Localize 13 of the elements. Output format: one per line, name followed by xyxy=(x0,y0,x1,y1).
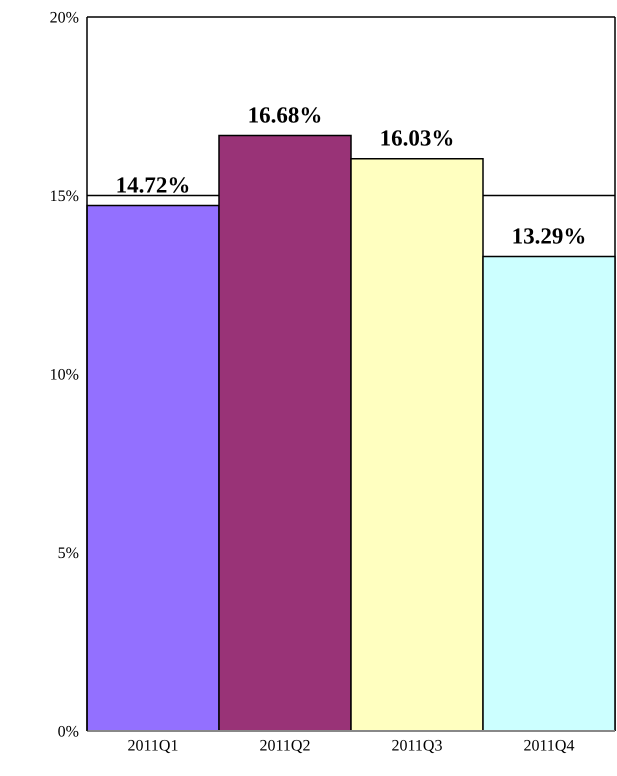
y-tick-label: 15% xyxy=(50,188,79,206)
y-tick-label: 0% xyxy=(58,724,79,741)
x-tick-label: 2011Q2 xyxy=(260,737,310,754)
x-tick-label: 2011Q3 xyxy=(392,737,442,754)
x-tick-label: 2011Q1 xyxy=(128,737,178,754)
data-label: 13.29% xyxy=(512,224,586,249)
data-label: 16.03% xyxy=(380,126,454,151)
data-label: 16.68% xyxy=(248,102,322,128)
y-tick-label: 5% xyxy=(58,545,79,562)
x-tick-label: 2011Q4 xyxy=(524,737,574,754)
y-tick-label: 10% xyxy=(50,366,79,384)
data-label: 14.72% xyxy=(116,172,190,198)
y-tick-label: 20% xyxy=(50,10,79,27)
